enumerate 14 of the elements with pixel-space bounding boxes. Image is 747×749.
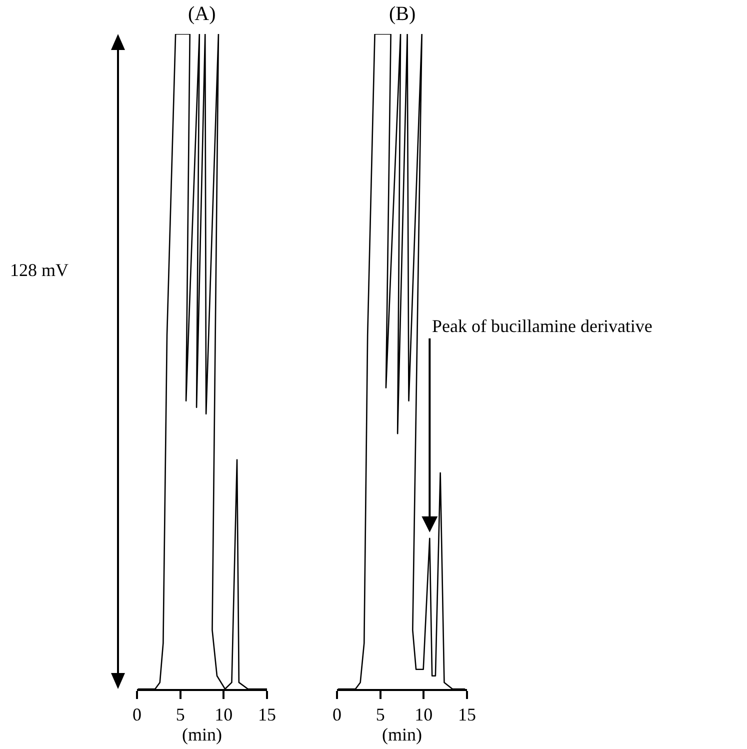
chart-title: (A) bbox=[188, 3, 216, 25]
chart-title: (B) bbox=[389, 3, 416, 25]
x-axis-title: (min) bbox=[182, 724, 222, 745]
x-tick-label: 5 bbox=[176, 704, 185, 725]
x-tick-label: 0 bbox=[132, 704, 142, 725]
x-tick-label: 15 bbox=[258, 704, 276, 725]
x-tick-label: 0 bbox=[332, 704, 342, 725]
x-tick-label: 10 bbox=[414, 704, 433, 725]
x-tick-label: 15 bbox=[458, 704, 476, 725]
x-tick-label: 10 bbox=[214, 704, 233, 725]
y-axis-title: 128 mV bbox=[10, 260, 68, 280]
x-tick-label: 5 bbox=[376, 704, 385, 725]
annotation: Peak of bucillamine derivative bbox=[432, 316, 652, 336]
x-axis-title: (min) bbox=[382, 724, 422, 745]
